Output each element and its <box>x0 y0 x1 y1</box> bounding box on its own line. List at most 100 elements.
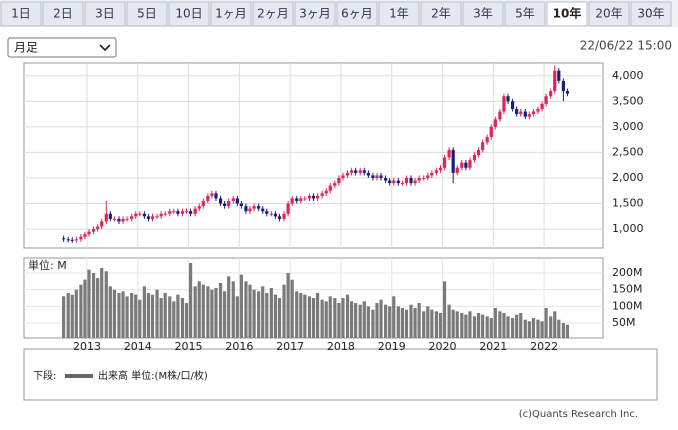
candle-body <box>451 149 455 173</box>
candle-body <box>176 211 180 214</box>
tab[interactable] <box>420 1 462 27</box>
volume-bar <box>299 293 303 338</box>
candle-body <box>138 213 142 215</box>
volume-bar <box>349 301 354 338</box>
candle-body <box>358 170 362 173</box>
candle-body <box>96 226 100 230</box>
volume-bar <box>142 286 146 338</box>
volume-bar <box>354 303 358 338</box>
candle-body <box>184 211 189 213</box>
candle-body <box>269 213 273 215</box>
tab[interactable] <box>126 1 168 27</box>
tab-label: 5日 <box>137 7 157 21</box>
candle-body <box>163 213 167 215</box>
volume-bar <box>227 276 231 338</box>
candle-body <box>396 180 400 184</box>
volume-bar <box>79 284 83 338</box>
volume-bar <box>96 278 100 338</box>
volume-bar <box>83 279 87 338</box>
tab[interactable] <box>84 1 126 27</box>
x-tick-label: 2018 <box>327 340 355 353</box>
candle-body <box>303 198 307 200</box>
volume-bar <box>125 296 129 338</box>
candle-body <box>417 177 421 181</box>
period-select[interactable] <box>7 37 117 58</box>
candle-body <box>91 229 96 232</box>
tab[interactable] <box>0 1 42 27</box>
volume-bar <box>506 316 510 338</box>
candle-body <box>493 119 497 127</box>
candle-body <box>485 137 489 143</box>
candle-body <box>371 175 375 178</box>
candle-body <box>324 190 328 194</box>
tab[interactable] <box>546 1 588 27</box>
volume-bar <box>384 304 388 338</box>
candle-body <box>476 149 481 155</box>
candle-body <box>510 101 515 109</box>
candle-body <box>159 213 163 217</box>
volume-bar <box>328 296 332 338</box>
candle-body <box>472 154 477 161</box>
candle-body <box>134 213 138 217</box>
volume-bar <box>519 313 523 338</box>
tab[interactable] <box>630 1 672 27</box>
candle-body <box>447 149 451 158</box>
tabs: 1日 2日 3日 5日 10日 1ヶ月 2ヶ月 3ヶ月 6ヶ月 1年 2年 3年 5年 10年 20年 30年 <box>0 1 672 27</box>
tab[interactable] <box>210 1 252 27</box>
candle-body <box>366 172 370 176</box>
candle-body <box>210 193 214 196</box>
volume-bar <box>184 303 189 338</box>
candle-body <box>150 216 155 219</box>
candle-body <box>502 96 506 112</box>
volume-bar <box>544 308 548 338</box>
candle-body <box>299 198 303 201</box>
candle-body <box>83 234 87 237</box>
volume-bar <box>557 319 561 338</box>
tab[interactable] <box>294 1 336 27</box>
volume-bar <box>392 296 396 338</box>
tab[interactable] <box>42 1 84 27</box>
volume-bar <box>315 293 320 338</box>
volume-bar <box>176 294 180 338</box>
tab-label: 20年 <box>595 7 622 21</box>
tab-label: 3日 <box>95 7 115 21</box>
tab[interactable] <box>504 1 546 27</box>
tab[interactable] <box>588 1 630 27</box>
volume-tick-label: 50M <box>612 316 636 329</box>
volume-bar <box>121 291 125 338</box>
volume-bar <box>231 281 235 338</box>
tab[interactable] <box>378 1 420 27</box>
tab[interactable] <box>336 1 378 27</box>
candle-body <box>531 111 536 115</box>
volume-bar <box>341 298 345 338</box>
tab[interactable] <box>462 1 504 27</box>
volume-bar <box>366 306 370 338</box>
volume-bar <box>400 308 404 338</box>
volume-bar <box>531 318 536 338</box>
candle-body <box>155 216 159 218</box>
candle-body <box>307 195 312 199</box>
tab[interactable] <box>168 1 210 27</box>
candle-body <box>384 177 388 181</box>
candle-body <box>277 216 282 219</box>
volume-bar <box>337 303 341 338</box>
candle-body <box>239 203 243 207</box>
volume-bar <box>168 296 172 338</box>
candle-body <box>434 170 439 173</box>
candle-body <box>527 114 531 117</box>
volume-bar <box>460 313 464 338</box>
tab-label: 1ヶ月 <box>215 7 247 21</box>
candle-body <box>121 218 125 222</box>
candle-body <box>108 213 112 219</box>
copyright: (c)Quants Research Inc. <box>519 409 638 420</box>
volume-tick-label: 100M <box>612 299 643 312</box>
candle-body <box>565 91 570 94</box>
volume-bar <box>244 281 248 338</box>
candle-body <box>79 236 83 240</box>
volume-bar <box>455 311 459 338</box>
legend-prefix: 下段: <box>33 369 56 382</box>
tab[interactable] <box>252 1 294 27</box>
volume-bar <box>239 274 243 338</box>
volume-bar <box>277 298 282 338</box>
